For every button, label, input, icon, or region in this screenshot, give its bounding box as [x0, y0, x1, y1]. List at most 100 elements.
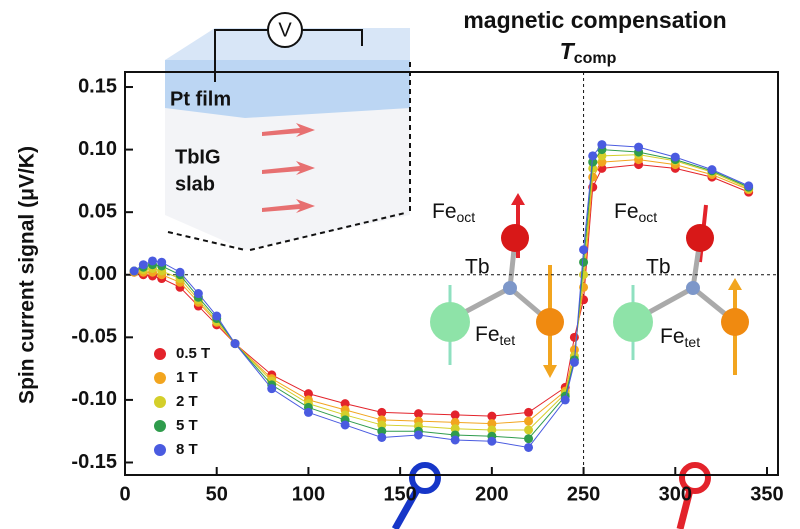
subscript: tet [500, 332, 516, 348]
data-point [413, 409, 423, 419]
plot-frame [124, 71, 779, 476]
dimension [167, 231, 246, 251]
legend-marker [154, 348, 166, 360]
subscript: oct [457, 209, 476, 225]
data-point [303, 389, 313, 399]
data-point [579, 270, 589, 280]
fe: Fe [660, 325, 685, 348]
decoration [391, 462, 711, 529]
data-point [588, 157, 598, 167]
y-tick-label: -0.15 [71, 451, 117, 473]
slab [165, 108, 410, 250]
data-point [175, 267, 185, 277]
data-point [569, 345, 579, 355]
fe: Fe [432, 200, 457, 223]
legend-label: 2 T [176, 393, 198, 410]
wire [302, 29, 363, 46]
x-tick-label: 0 [119, 483, 130, 505]
y-axis-label: Spin current signal (μV/K) [16, 146, 39, 404]
fe: Fe [614, 200, 639, 223]
data-point [588, 151, 598, 161]
legend-marker [154, 420, 166, 432]
y-tick-label: -0.10 [71, 388, 117, 410]
data-point [157, 257, 167, 267]
data-point [450, 410, 460, 420]
data-point [634, 142, 644, 152]
data-point [524, 425, 534, 435]
data-point [579, 257, 589, 267]
y-tick-label: 0.05 [78, 200, 117, 222]
fe-oct-label: Feoct [432, 200, 475, 225]
data-point [524, 442, 534, 452]
data-point [569, 332, 579, 342]
data-point [450, 424, 460, 434]
data-point [450, 417, 460, 427]
film [165, 60, 410, 118]
slab-label: TbIG [175, 146, 221, 168]
spins [262, 123, 315, 213]
tcomp-subscript: comp [574, 50, 617, 67]
fe-tet-label: Fetet [660, 325, 700, 350]
legend-label: 1 T [176, 369, 198, 386]
legend-label: 8 T [176, 441, 198, 458]
data-point [597, 151, 607, 161]
x-tick-label: 150 [383, 483, 416, 505]
data-point [340, 399, 350, 409]
data-point [138, 260, 148, 270]
data-point [212, 311, 222, 321]
data-point [487, 436, 497, 446]
fe-tet-label: Fetet [475, 323, 515, 348]
x-tick-label: 350 [750, 483, 783, 505]
data-point [597, 140, 607, 150]
tb-label: Tb [646, 256, 671, 279]
data-point [487, 425, 497, 435]
y-tick-label: 0.00 [78, 263, 117, 285]
voltmeter [267, 12, 303, 48]
inset: V Pt film TbIG slab [165, 12, 411, 251]
data-point [524, 434, 534, 444]
y-tick-label: 0.15 [78, 75, 117, 97]
data-point [670, 152, 680, 162]
data-point [560, 395, 570, 405]
structure: Feoct Tb Fetet Feoct Tb Fetet [430, 193, 749, 378]
wire [214, 29, 268, 82]
data-point [148, 256, 158, 266]
fe-oct-label: Feoct [614, 200, 657, 225]
data-point [340, 420, 350, 430]
legend-label: 0.5 T [176, 345, 210, 362]
data-point [129, 266, 139, 276]
data-point [303, 407, 313, 417]
tb-label: Tb [465, 256, 490, 279]
data-point [267, 384, 277, 394]
data-point [707, 165, 717, 175]
data-point [597, 157, 607, 167]
x-tick-label: 50 [206, 483, 228, 505]
legend-marker [154, 396, 166, 408]
data-point [524, 416, 534, 426]
subscript: tet [685, 334, 701, 350]
x-tick-label: 100 [292, 483, 325, 505]
tcomp-label: Tcomp [560, 38, 617, 67]
legend-label: 5 T [176, 417, 198, 434]
data-point [487, 419, 497, 429]
y-tick-label: 0.10 [78, 138, 117, 160]
data-point [744, 181, 754, 191]
x-tick-label: 300 [659, 483, 692, 505]
fe: Fe [475, 323, 500, 346]
data-point [588, 163, 598, 173]
data-point [487, 411, 497, 421]
data-point [450, 435, 460, 445]
subscript: oct [639, 209, 658, 225]
data-point [377, 432, 387, 442]
slab-label: slab [175, 173, 215, 195]
data-point [230, 339, 240, 349]
data-point [569, 357, 579, 367]
data-point [579, 245, 589, 255]
film-label: Pt film [170, 88, 231, 110]
data-point [524, 407, 534, 417]
data-point [193, 289, 203, 299]
y-tick-label: -0.05 [71, 326, 117, 348]
voltmeter-label: V [278, 19, 292, 41]
data-point [413, 430, 423, 440]
